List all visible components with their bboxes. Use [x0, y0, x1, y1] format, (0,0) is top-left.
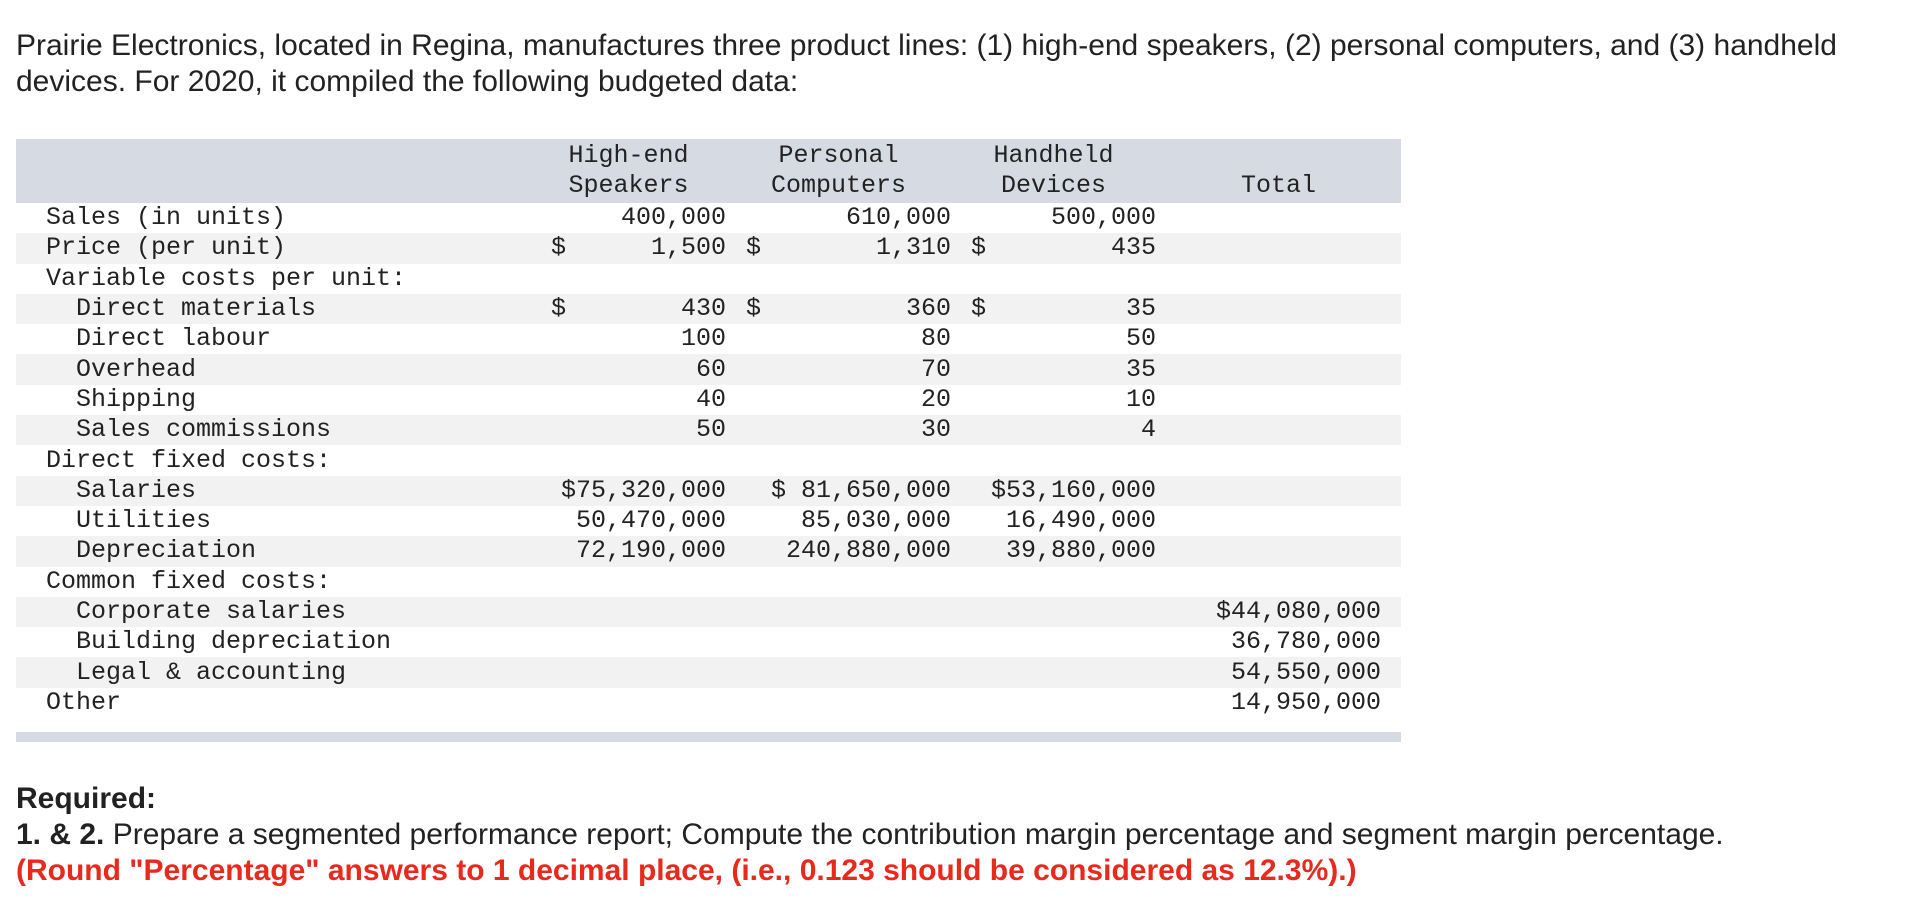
currency-sign: $	[726, 293, 762, 325]
cell-value: 80	[921, 324, 952, 354]
table-row-building-depreciation: Building depreciation 36,780,000	[16, 627, 1401, 657]
row-label: Legal & accounting	[16, 657, 531, 688]
cell-total: $44,080,000	[1156, 596, 1402, 628]
cell-value: 240,880,000	[726, 536, 952, 567]
header-high-end-speakers: High-end Speakers	[531, 139, 727, 203]
table-row-legal-accounting: Legal & accounting 54,550,000	[16, 657, 1402, 688]
required-question: 1. & 2. Prepare a segmented performance …	[16, 817, 1896, 853]
cell-value: $75,320,000	[531, 475, 727, 506]
row-label: Sales commissions	[16, 415, 531, 446]
required-title: Required:	[16, 782, 157, 815]
cell-value: 10	[1126, 384, 1157, 414]
cell-value: 1,500	[566, 233, 727, 264]
table-row-sales: Sales (in units) 400,000 610,000 500,000	[16, 203, 1401, 233]
currency-sign: $	[951, 233, 987, 264]
table-row-price: Price (per unit) $1,500 $1,310 $435	[16, 233, 1402, 264]
currency-sign: $	[726, 233, 762, 264]
table-row-utilities: Utilities 50,470,000 85,030,000 16,490,0…	[16, 506, 1401, 536]
currency-sign: $	[531, 293, 567, 325]
row-label: Utilities	[76, 506, 212, 536]
cell-value: 430	[566, 293, 727, 325]
cell-value: 50,470,000	[575, 506, 727, 536]
required-number: 1. & 2.	[16, 818, 105, 851]
cell-value: 39,880,000	[951, 536, 1157, 567]
cell-value: 85,030,000	[801, 506, 952, 536]
row-label: Direct materials	[16, 293, 531, 325]
row-label: Sales (in units)	[46, 203, 287, 233]
table-row-other: Other 14,950,000	[16, 688, 1401, 718]
table-row-shipping: Shipping 40 20 10	[16, 385, 1401, 415]
cell-value: 50	[566, 415, 727, 446]
cell-value: 35	[986, 293, 1157, 325]
table-row-common-fixed-header: Common fixed costs:	[16, 567, 1401, 597]
table-spacer	[16, 718, 1401, 732]
cell-total: 14,950,000	[1231, 687, 1382, 717]
cell-value: 30	[761, 415, 952, 446]
cell-value: 610,000	[846, 203, 952, 233]
cell-value: 400,000	[620, 203, 727, 233]
cell-value: 50	[1126, 324, 1157, 354]
row-label: Salaries	[16, 475, 531, 506]
cell-value: 60	[566, 354, 727, 385]
cell-total: 36,780,000	[1231, 627, 1382, 657]
row-label: Corporate salaries	[16, 596, 531, 628]
cell-value: 500,000	[1051, 203, 1157, 233]
row-label: Other	[46, 687, 122, 717]
cell-value: 70	[761, 354, 952, 385]
cell-value: $ 81,650,000	[726, 475, 952, 506]
currency-sign: $	[531, 233, 567, 264]
row-label: Direct labour	[76, 324, 272, 354]
table-row-direct-fixed-header: Direct fixed costs:	[16, 445, 1401, 475]
header-personal-computers: Personal Computers	[726, 139, 952, 203]
budget-data-table: High-end Speakers Personal Computers Handh…	[16, 139, 1402, 743]
currency-sign: $	[951, 293, 987, 325]
cell-value: 40	[696, 384, 727, 414]
table-row-depreciation: Depreciation 72,190,000 240,880,000 39,8…	[16, 536, 1402, 567]
row-label: Building depreciation	[76, 627, 392, 657]
table-row-sales-commissions: Sales commissions 50 30 4	[16, 415, 1402, 446]
problem-intro: Prairie Electronics, located in Regina, …	[16, 29, 1837, 98]
header-handheld-devices: Handheld Devices	[951, 139, 1157, 203]
cell-value: $53,160,000	[951, 475, 1157, 506]
section-label: Common fixed costs:	[46, 566, 332, 596]
rounding-note: (Round "Percentage" answers to 1 decimal…	[16, 854, 1357, 887]
cell-value: 360	[761, 293, 952, 325]
cell-value: 16,490,000	[1006, 506, 1157, 536]
section-label: Variable costs per unit:	[46, 263, 407, 293]
cell-value: 1,310	[761, 233, 952, 264]
table-header-row: High-end Speakers Personal Computers Handh…	[16, 139, 1402, 203]
row-label: Shipping	[76, 384, 197, 414]
section-label: Direct fixed costs:	[46, 445, 332, 475]
cell-value: 20	[921, 384, 952, 414]
table-row-overhead: Overhead 60 70 35	[16, 354, 1402, 385]
cell-value: 35	[986, 354, 1157, 385]
cell-value: 435	[986, 233, 1157, 264]
cell-total: 54,550,000	[1156, 657, 1402, 688]
table-row-salaries: Salaries $75,320,000 $ 81,650,000 $53,16…	[16, 475, 1402, 506]
required-section: Required: 1. & 2. Prepare a segmented pe…	[16, 781, 1896, 889]
cell-value: 4	[986, 415, 1157, 446]
table-row-direct-materials: Direct materials $430 $360 $35	[16, 293, 1402, 325]
table-row-variable-header: Variable costs per unit:	[16, 264, 1401, 294]
table-row-direct-labour: Direct labour 100 80 50	[16, 324, 1401, 354]
cell-value: 100	[681, 324, 727, 354]
cell-value: 72,190,000	[531, 536, 727, 567]
table-footer-bar	[16, 732, 1402, 743]
required-text: Prepare a segmented performance report; …	[104, 818, 1724, 851]
row-label: Depreciation	[16, 536, 531, 567]
row-label: Price (per unit)	[16, 233, 531, 264]
table-row-corporate-salaries: Corporate salaries $44,080,000	[16, 596, 1402, 628]
row-label: Overhead	[16, 354, 531, 385]
header-total: Total	[1156, 139, 1402, 203]
